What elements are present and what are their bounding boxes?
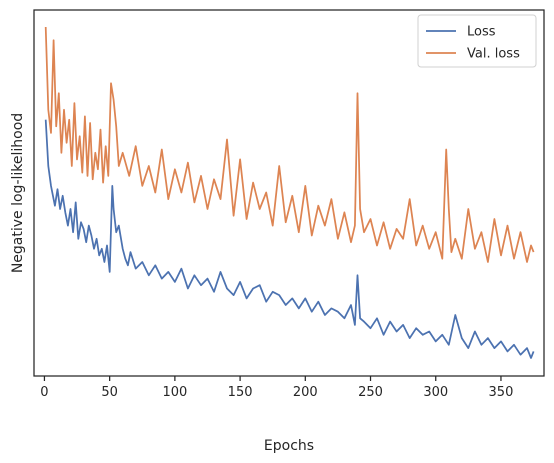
x-tick-label-50: 50 [101, 385, 118, 400]
x-axis-ticks: 0 50 100 150 200 250 300 350 [40, 376, 513, 400]
legend-box [417, 14, 537, 68]
x-axis-label: Epochs [264, 438, 314, 454]
x-tick-label-200: 200 [293, 385, 318, 400]
series-line-loss [44, 119, 535, 359]
x-tick-label-150: 150 [228, 385, 253, 400]
x-tick-label-0: 0 [40, 385, 48, 400]
x-tick-label-250: 250 [358, 385, 383, 400]
x-tick-label-350: 350 [489, 385, 514, 400]
plot-frame [33, 9, 545, 377]
x-tick-label-100: 100 [162, 385, 187, 400]
legend-label-val-loss: Val. loss [467, 47, 520, 62]
series-line-val-loss [44, 26, 535, 263]
x-tick-label-300: 300 [423, 385, 448, 400]
series-layer [44, 26, 535, 359]
y-axis-label: Negative log-likelihood [10, 113, 26, 273]
legend-label-loss: Loss [467, 25, 496, 40]
legend: Loss Val. loss [417, 14, 537, 68]
